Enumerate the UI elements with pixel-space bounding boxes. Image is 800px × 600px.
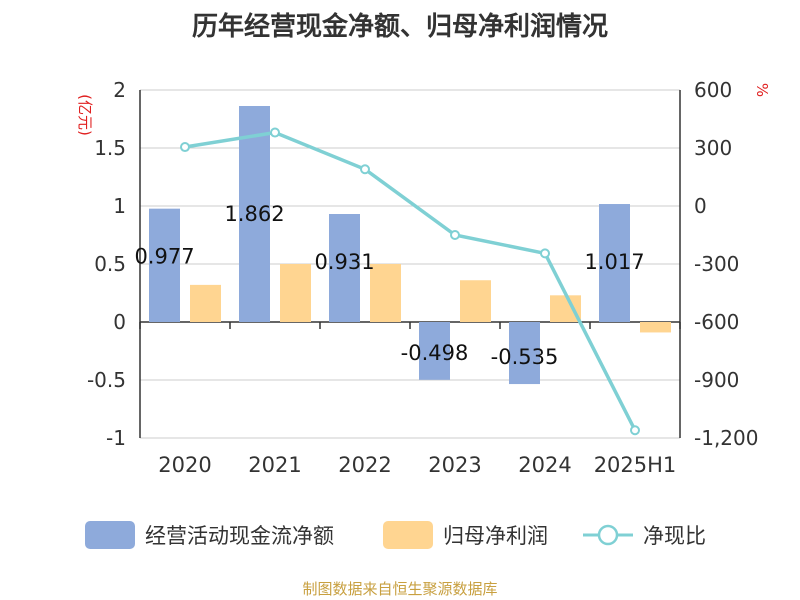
cash-ratio-point	[360, 164, 370, 175]
y-right-tick-label: -300	[694, 252, 739, 276]
y-right-tick-label: -1,200	[694, 426, 758, 450]
y-right-axis-label: %	[753, 83, 771, 97]
y-right-tick-label: -600	[694, 310, 739, 334]
cash-ratio-point	[450, 230, 460, 240]
y-left-tick-label: 1.5	[94, 136, 126, 160]
net-profit-bar	[190, 284, 221, 322]
cashflow-data-label: -0.535	[491, 345, 559, 369]
cashflow-bar	[509, 322, 540, 385]
y-left-tick-label: 0.5	[94, 252, 126, 276]
net-profit-bar	[370, 264, 401, 322]
y-left-tick-label: -1	[106, 426, 126, 450]
x-tick-label: 2025H1	[594, 453, 677, 477]
legend-label-net-profit: 归母净利润	[443, 524, 548, 548]
chart-title: 历年经营现金净额、归母净利润情况	[191, 12, 608, 42]
cashflow-data-label: 0.977	[134, 245, 194, 269]
legend-label-cashflow: 经营活动现金流净额	[145, 524, 334, 548]
y-right-tick-label: 0	[694, 194, 707, 218]
cashflow-bar	[599, 204, 630, 322]
y-left-tick-label: 2	[113, 78, 126, 102]
cashflow-bar	[419, 322, 450, 380]
legend-swatch-net-profit	[383, 521, 433, 549]
y-left-tick-label: -0.5	[87, 368, 126, 392]
cashflow-data-label: 1.862	[224, 202, 284, 226]
y-right-tick-label: -900	[694, 368, 739, 392]
cash-ratio-line	[184, 130, 637, 432]
y-right-tick-label: 600	[694, 78, 732, 102]
y-left-tick-label: 1	[113, 194, 126, 218]
cashflow-data-label: 0.931	[314, 250, 374, 274]
x-tick-label: 2023	[428, 453, 481, 477]
x-tick-label: 2024	[518, 453, 571, 477]
cash-ratio-point	[180, 142, 190, 153]
y-left-axis-label: (亿元)	[76, 94, 94, 136]
net-profit-bar	[280, 264, 311, 322]
x-tick-label: 2020	[158, 453, 211, 477]
cashflow-data-label: -0.498	[401, 341, 469, 365]
cashflow-bar	[239, 106, 270, 323]
net-profit-bar	[460, 280, 491, 322]
source-note: 制图数据来自恒生聚源数据库	[302, 580, 498, 598]
x-tick-label: 2021	[248, 453, 301, 477]
cashflow-bar	[149, 208, 180, 322]
cash-ratio-point	[270, 127, 280, 138]
cashflow-data-label: 1.017	[584, 250, 644, 274]
cashflow-bar	[329, 214, 360, 322]
cash-ratio-point	[630, 425, 640, 436]
cash-ratio-point	[540, 248, 550, 259]
y-right-tick-label: 300	[694, 136, 732, 160]
x-tick-label: 2022	[338, 453, 391, 477]
legend-label-cash-ratio: 净现比	[643, 524, 706, 548]
net-profit-bar	[640, 322, 671, 333]
legend-marker-cash-ratio	[597, 524, 619, 546]
legend-swatch-cashflow	[85, 521, 135, 549]
y-left-tick-label: 0	[113, 310, 126, 334]
